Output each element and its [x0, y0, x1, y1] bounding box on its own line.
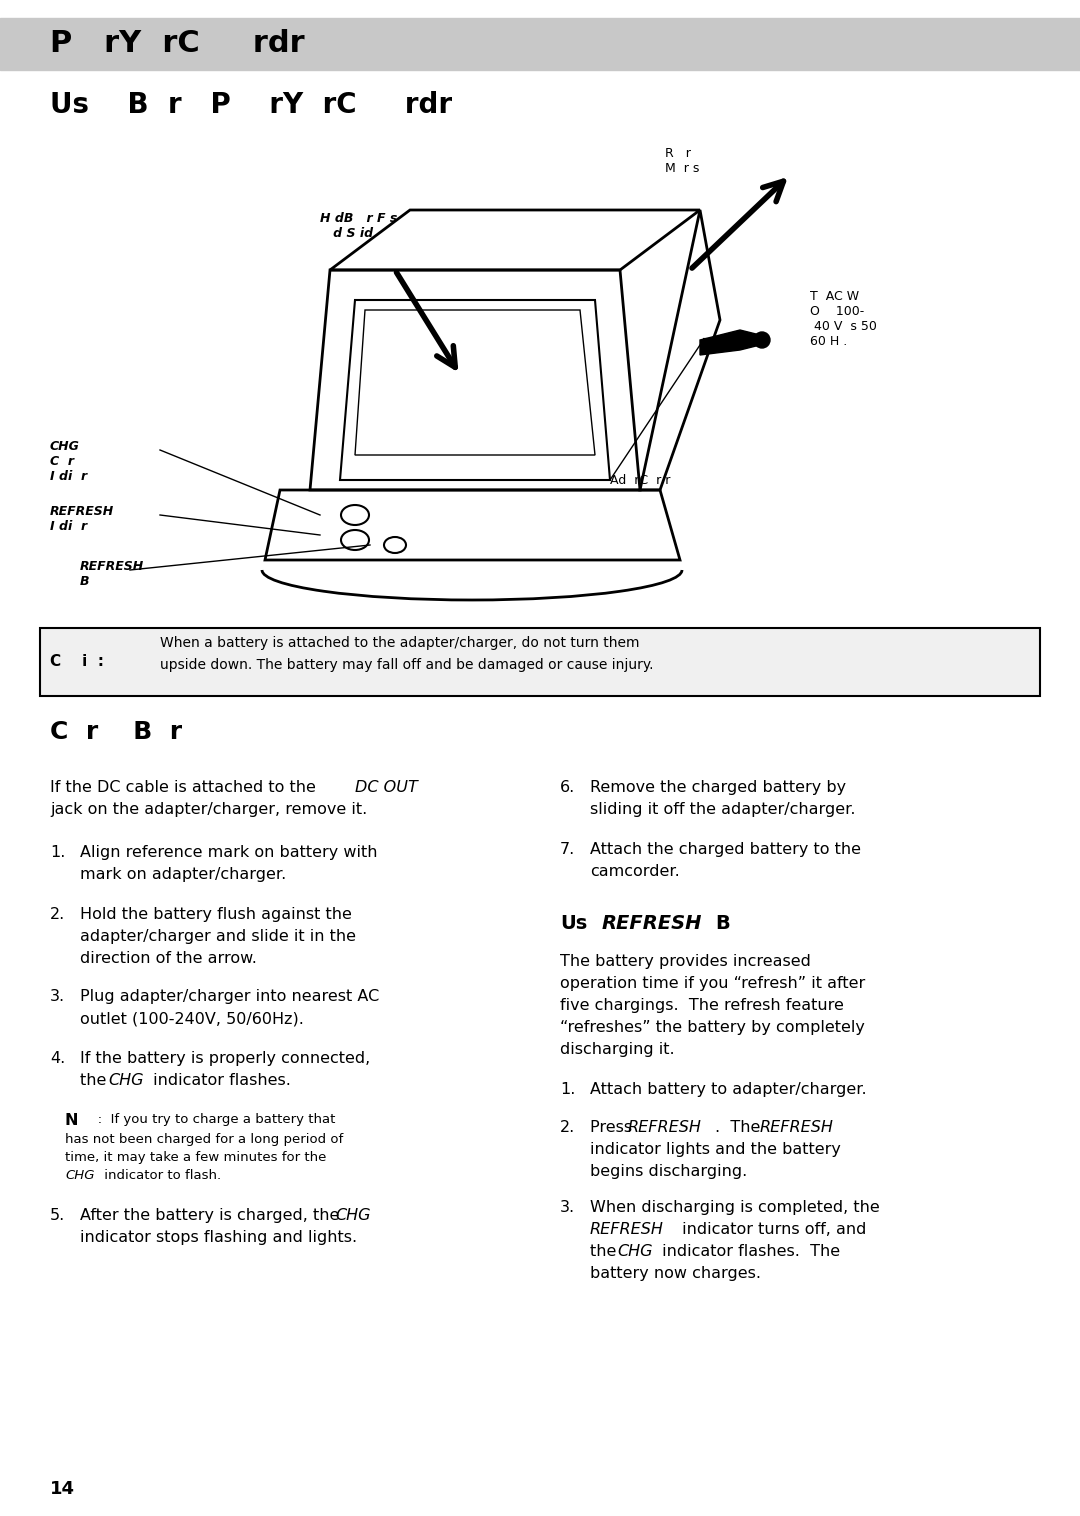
Text: 14: 14 [50, 1480, 75, 1498]
Text: 3.: 3. [561, 1201, 576, 1214]
Text: REFRESH: REFRESH [760, 1120, 834, 1135]
Text: mark on adapter/charger.: mark on adapter/charger. [80, 867, 286, 882]
Text: upside down. The battery may fall off and be damaged or cause injury.: upside down. The battery may fall off an… [160, 658, 653, 672]
Text: CHG
C  r
I di  r: CHG C r I di r [50, 440, 87, 484]
Text: has not been charged for a long period of: has not been charged for a long period o… [65, 1132, 343, 1146]
Polygon shape [700, 330, 760, 355]
Text: Attach battery to adapter/charger.: Attach battery to adapter/charger. [590, 1082, 866, 1098]
Text: :  If you try to charge a battery that: : If you try to charge a battery that [85, 1113, 336, 1126]
Text: C  r    B  r: C r B r [50, 720, 183, 744]
Text: REFRESH
I di  r: REFRESH I di r [50, 505, 114, 534]
Text: CHG: CHG [335, 1208, 370, 1223]
Text: When discharging is completed, the: When discharging is completed, the [590, 1201, 880, 1214]
Text: 2.: 2. [50, 907, 65, 922]
Text: REFRESH
B: REFRESH B [80, 559, 145, 588]
Text: Plug adapter/charger into nearest AC: Plug adapter/charger into nearest AC [80, 988, 379, 1004]
Text: REFRESH: REFRESH [590, 1222, 664, 1237]
Text: The battery provides increased: The battery provides increased [561, 954, 811, 969]
Text: adapter/charger and slide it in the: adapter/charger and slide it in the [80, 929, 356, 944]
Text: H dB   r F s
   d S id: H dB r F s d S id [320, 212, 397, 240]
Text: camcorder.: camcorder. [590, 864, 679, 879]
Text: CHG: CHG [108, 1073, 144, 1088]
Text: If the DC cable is attached to the: If the DC cable is attached to the [50, 781, 321, 794]
Text: R   r
M  r s: R r M r s [665, 147, 700, 174]
Text: 4.: 4. [50, 1051, 65, 1066]
Text: operation time if you “refresh” it after: operation time if you “refresh” it after [561, 976, 865, 991]
Text: If the battery is properly connected,: If the battery is properly connected, [80, 1051, 370, 1066]
Text: begins discharging.: begins discharging. [590, 1164, 747, 1179]
Text: indicator flashes.: indicator flashes. [148, 1073, 291, 1088]
Text: P   rY  rC     rdr: P rY rC rdr [50, 29, 305, 59]
Text: sliding it off the adapter/charger.: sliding it off the adapter/charger. [590, 802, 855, 817]
Text: B: B [715, 914, 730, 932]
Text: “refreshes” the battery by completely: “refreshes” the battery by completely [561, 1020, 865, 1035]
Text: 7.: 7. [561, 841, 576, 857]
Text: direction of the arrow.: direction of the arrow. [80, 951, 257, 966]
Text: 2.: 2. [561, 1120, 576, 1135]
Text: 5.: 5. [50, 1208, 65, 1223]
Text: 6.: 6. [561, 781, 576, 794]
Text: CHG: CHG [65, 1169, 95, 1182]
Circle shape [754, 332, 770, 349]
Text: Remove the charged battery by: Remove the charged battery by [590, 781, 846, 794]
Text: Align reference mark on battery with: Align reference mark on battery with [80, 844, 378, 860]
Text: DC OUT: DC OUT [355, 781, 418, 794]
Text: outlet (100-240V, 50/60Hz).: outlet (100-240V, 50/60Hz). [80, 1011, 303, 1026]
Text: time, it may take a few minutes for the: time, it may take a few minutes for the [65, 1151, 326, 1164]
Text: When a battery is attached to the adapter/charger, do not turn them: When a battery is attached to the adapte… [160, 637, 639, 650]
Text: T  AC W
O    100-
 40 V  s 50
60 H .: T AC W O 100- 40 V s 50 60 H . [810, 290, 877, 349]
Text: After the battery is charged, the: After the battery is charged, the [80, 1208, 345, 1223]
Text: CHG: CHG [617, 1245, 652, 1258]
Text: N: N [65, 1113, 79, 1128]
Text: Ad  rC  r r: Ad rC r r [610, 473, 671, 487]
Text: C    i  :: C i : [50, 655, 104, 670]
Text: 1.: 1. [50, 844, 66, 860]
Bar [0, 18, 1080, 70]
Text: jack on the adapter/charger, remove it.: jack on the adapter/charger, remove it. [50, 802, 367, 817]
Bar [40, 628, 1040, 696]
Text: battery now charges.: battery now charges. [590, 1266, 761, 1281]
Text: indicator lights and the battery: indicator lights and the battery [590, 1142, 841, 1157]
Text: discharging it.: discharging it. [561, 1041, 675, 1057]
Text: 1.: 1. [561, 1082, 576, 1098]
Text: REFRESH: REFRESH [627, 1120, 702, 1135]
Text: REFRESH: REFRESH [602, 914, 702, 932]
Text: Us: Us [561, 914, 588, 932]
Text: Attach the charged battery to the: Attach the charged battery to the [590, 841, 861, 857]
Text: indicator turns off, and: indicator turns off, and [677, 1222, 866, 1237]
Text: Hold the battery flush against the: Hold the battery flush against the [80, 907, 352, 922]
Text: five chargings.  The refresh feature: five chargings. The refresh feature [561, 998, 843, 1013]
Text: indicator to flash.: indicator to flash. [100, 1169, 221, 1182]
Text: Press: Press [590, 1120, 637, 1135]
Text: indicator flashes.  The: indicator flashes. The [657, 1245, 840, 1258]
Text: the: the [80, 1073, 111, 1088]
Text: .  The: . The [715, 1120, 766, 1135]
Text: 3.: 3. [50, 988, 65, 1004]
Text: the: the [590, 1245, 621, 1258]
Text: indicator stops flashing and lights.: indicator stops flashing and lights. [80, 1229, 357, 1245]
Text: Us    B  r   P    rY  rC     rdr: Us B r P rY rC rdr [50, 91, 453, 118]
